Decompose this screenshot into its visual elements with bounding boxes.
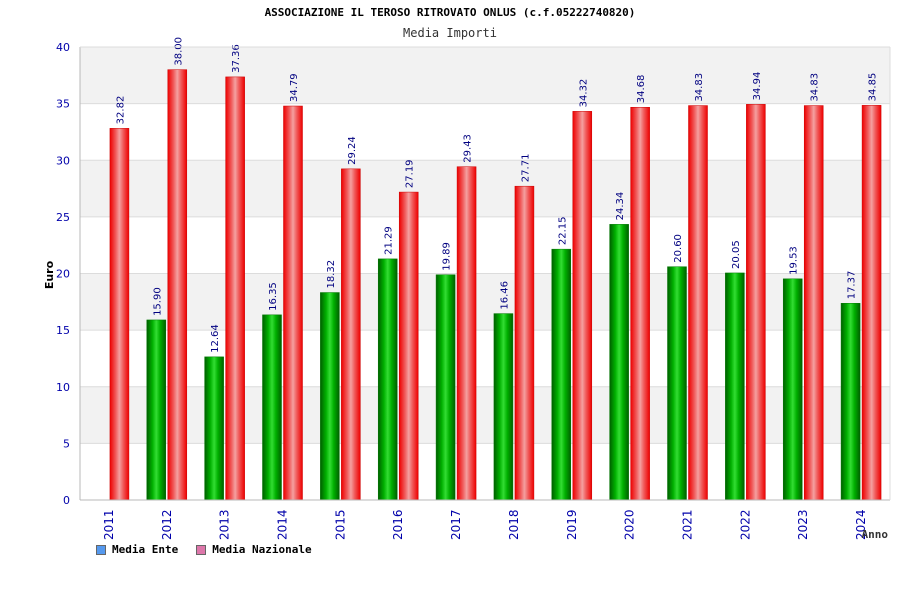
data-label-nazionale: 34.83 [694, 73, 705, 102]
data-label-nazionale: 27.19 [405, 159, 416, 188]
x-tick-label: 2014 [276, 509, 290, 540]
bar-nazionale [746, 104, 766, 501]
data-label-ente: 17.37 [847, 271, 858, 300]
bar-nazionale [630, 106, 650, 501]
data-label-ente: 22.15 [557, 217, 568, 246]
data-label-nazionale: 27.71 [520, 154, 531, 183]
data-label-nazionale: 37.36 [231, 44, 242, 73]
x-tick-label: 2020 [623, 509, 637, 540]
bars [109, 69, 882, 501]
bar-ente [609, 224, 629, 501]
bar-nazionale [803, 105, 824, 501]
bar-nazionale [167, 69, 188, 501]
y-tick-label: 10 [56, 381, 70, 394]
x-tick-label: 2019 [565, 509, 579, 540]
y-tick-label: 25 [56, 211, 70, 224]
data-label-nazionale: 29.24 [347, 136, 358, 165]
data-label-ente: 19.53 [789, 246, 800, 275]
x-axis-label: Anno [862, 528, 889, 541]
x-tick-label: 2011 [102, 509, 116, 540]
data-label-nazionale: 34.79 [289, 73, 300, 102]
bar-nazionale [861, 105, 882, 501]
grid-band [80, 47, 890, 104]
x-tick-label: 2012 [160, 509, 174, 540]
y-tick-label: 40 [56, 41, 70, 54]
data-label-ente: 18.32 [326, 260, 337, 289]
axes [79, 46, 891, 501]
bar-nazionale [225, 76, 245, 501]
bar-nazionale [283, 105, 303, 501]
chart-title: ASSOCIAZIONE IL TEROSO RITROVATO ONLUS (… [264, 6, 636, 19]
x-tick-label: 2016 [391, 509, 405, 540]
x-tick-label: 2022 [738, 509, 752, 540]
bar-ente [551, 248, 572, 501]
data-label-nazionale: 29.43 [463, 134, 474, 163]
data-label-ente: 20.05 [731, 240, 742, 269]
legend-swatch-ente [96, 544, 106, 555]
x-tick-label: 2015 [333, 509, 347, 540]
bar-ente [320, 292, 340, 501]
data-label-nazionale: 32.82 [115, 96, 126, 125]
data-label-nazionale: 34.83 [810, 73, 821, 102]
x-tick-label: 2023 [796, 509, 810, 540]
chart-subtitle: Media Importi [403, 26, 497, 40]
bar-ente [435, 274, 456, 501]
grid-band [80, 160, 890, 217]
bar-ente [667, 266, 687, 501]
bar-nazionale [456, 166, 477, 501]
legend-label-nazionale: Media Nazionale [212, 543, 312, 556]
x-tick-label: 2017 [449, 509, 463, 540]
data-label-nazionale: 34.94 [752, 72, 763, 101]
bar-ente [262, 314, 282, 501]
legend-label-ente: Media Ente [112, 543, 179, 556]
data-label-nazionale: 34.32 [578, 79, 589, 108]
data-label-ente: 21.29 [384, 226, 395, 255]
bar-ente [204, 356, 224, 501]
x-tick-label: 2024 [854, 509, 868, 540]
data-label-ente: 19.89 [442, 242, 453, 271]
data-label-ente: 20.60 [673, 234, 684, 263]
bar-nazionale [572, 111, 593, 501]
y-tick-label: 15 [56, 324, 70, 337]
bar-ente [725, 272, 745, 501]
x-tick-label: 2021 [681, 509, 695, 540]
data-label-ente: 15.90 [152, 287, 163, 316]
data-label-nazionale: 34.85 [868, 73, 879, 102]
y-tick-label: 20 [56, 268, 70, 281]
bar-nazionale [514, 185, 535, 501]
x-tick-label: 2018 [507, 509, 521, 540]
bar-nazionale [341, 168, 361, 501]
grid-band [80, 273, 890, 331]
tick-labels: 0 5 10 15 20 25 30 35 40 2011 2012 2013 2014 2015 2016… [56, 41, 868, 540]
data-label-ente: 16.35 [268, 282, 279, 311]
data-labels: 32.82 15.90 38.00 12.64 37.36 16.35 34.79 18.32… [115, 37, 878, 353]
y-tick-label: 30 [56, 154, 70, 167]
x-tick-label: 2013 [218, 509, 232, 540]
bar-ente [493, 313, 514, 501]
grid-band [80, 386, 890, 444]
y-tick-label: 35 [56, 98, 70, 111]
legend-swatch-nazionale [196, 544, 207, 555]
data-label-ente: 12.64 [210, 324, 221, 353]
legend-item-ente: Media Ente [96, 543, 178, 556]
legend-item-nazionale: Media Nazionale [196, 543, 312, 556]
y-tick-label: 0 [63, 494, 70, 507]
data-label-ente: 24.34 [615, 192, 626, 221]
legend: Media Ente Media Nazionale [96, 543, 312, 556]
data-label-nazionale: 38.00 [173, 37, 184, 66]
bar-nazionale [688, 105, 708, 501]
bar-ente [146, 319, 167, 501]
bar-nazionale [109, 128, 130, 501]
bar-ente [840, 303, 861, 501]
y-axis-label: Euro [43, 260, 56, 289]
data-label-ente: 16.46 [499, 281, 510, 310]
y-tick-label: 5 [63, 437, 70, 450]
bar-nazionale [398, 191, 419, 501]
bar-ente [782, 278, 803, 501]
bar-ente [377, 258, 398, 501]
data-label-nazionale: 34.68 [636, 75, 647, 104]
